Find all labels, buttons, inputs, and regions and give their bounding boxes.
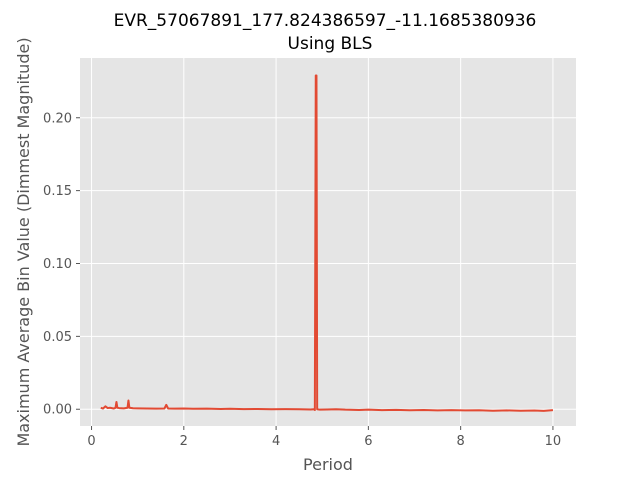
y-tick-label: 0.00 — [43, 403, 72, 418]
x-tick-label: 0 — [87, 434, 95, 449]
series-line — [100, 74, 554, 412]
y-axis-label: Maximum Average Bin Value (Dimmest Magni… — [14, 37, 33, 446]
x-tick-label: 8 — [457, 434, 465, 449]
grid — [80, 58, 576, 426]
x-tick-label: 6 — [364, 434, 372, 449]
y-tick-label: 0.10 — [43, 257, 72, 272]
plot-area — [80, 58, 576, 426]
y-tick-label: 0.15 — [43, 184, 72, 199]
chart-title-line-1: EVR_57067891_177.824386597_-11.168538093… — [114, 11, 537, 31]
x-tick-label: 4 — [272, 434, 280, 449]
x-tick-label: 2 — [180, 434, 188, 449]
y-tick-label: 0.20 — [43, 111, 72, 126]
series-layer — [100, 74, 554, 412]
chart-title-line-2: Using BLS — [288, 34, 373, 54]
y-tick-label: 0.05 — [43, 330, 72, 345]
x-tick-label: 10 — [545, 434, 562, 449]
axis-ticks: 0 2 4 6 8 10 0.00 0.05 0.10 0.15 0.20 — [43, 111, 561, 449]
x-axis-label: Period — [303, 455, 353, 474]
